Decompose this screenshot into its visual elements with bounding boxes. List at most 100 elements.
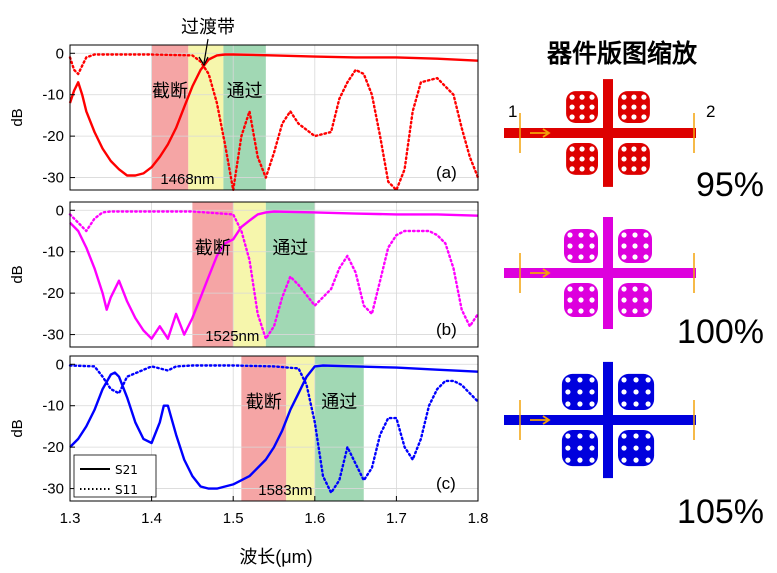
- resonator-hole: [633, 377, 638, 382]
- resonator-hole: [621, 401, 626, 406]
- resonator-hole: [621, 286, 626, 291]
- resonator-hole: [567, 254, 572, 259]
- resonator-hole: [578, 308, 583, 313]
- resonator-hole: [578, 286, 583, 291]
- y-tick-label: -20: [42, 285, 64, 302]
- port-label-1: 1: [508, 102, 517, 121]
- resonator-hole: [633, 401, 638, 406]
- scale-label: 100%: [677, 313, 764, 351]
- scale-label: 105%: [677, 493, 764, 531]
- resonator-hole: [567, 297, 572, 302]
- layout-title: 器件版图缩放: [546, 39, 698, 68]
- resonator-hole: [589, 433, 594, 438]
- resonator-hole: [631, 166, 636, 171]
- resonator-hole: [577, 377, 582, 382]
- resonator-hole: [646, 389, 651, 394]
- stop-band-label: 截断: [246, 392, 282, 413]
- resonator-hole: [633, 433, 638, 438]
- pass-band-label: 通过: [272, 238, 308, 259]
- legend-label-s21: S21: [115, 463, 138, 477]
- resonator-hole: [631, 114, 636, 119]
- y-axis-label: dB: [9, 108, 26, 126]
- resonator-hole: [631, 146, 636, 151]
- resonator-hole: [589, 95, 594, 100]
- resonator-hole: [589, 297, 594, 302]
- resonator-hole: [621, 95, 626, 100]
- resonator-hole: [589, 308, 594, 313]
- x-tick-label: 1.8: [468, 510, 489, 527]
- y-tick-label: 0: [56, 45, 64, 62]
- resonator-hole: [646, 377, 651, 382]
- panel-c: 0-10-20-30dB截断 通过1583nm (c)S21S11: [9, 356, 478, 501]
- resonator-hole: [589, 146, 594, 151]
- resonator-hole: [633, 458, 638, 463]
- resonator-hole: [641, 156, 646, 161]
- stub-line: [603, 79, 613, 187]
- resonator-hole: [578, 254, 583, 259]
- cutoff-label: 1583nm: [258, 482, 312, 499]
- resonator-hole: [567, 232, 572, 237]
- resonator-hole: [579, 156, 584, 161]
- x-tick-label: 1.7: [386, 510, 407, 527]
- y-tick-label: 0: [56, 356, 64, 373]
- resonator-hole: [578, 232, 583, 237]
- stop-band: [152, 45, 189, 190]
- y-tick-label: -30: [42, 481, 64, 498]
- cutoff-label: 1525nm: [205, 328, 259, 345]
- resonator-hole: [579, 104, 584, 109]
- stop-band: [241, 356, 286, 501]
- resonator-hole: [621, 104, 626, 109]
- resonator-hole: [646, 445, 651, 450]
- port-label-2: 2: [706, 102, 715, 121]
- resonator-hole: [646, 433, 651, 438]
- resonator-hole: [570, 95, 575, 100]
- resonator-hole: [589, 254, 594, 259]
- cutoff-label: 1468nm: [160, 171, 214, 188]
- resonator-hole: [621, 377, 626, 382]
- x-tick-label: 1.6: [304, 510, 325, 527]
- resonator-hole: [621, 166, 626, 171]
- resonator-hole: [570, 114, 575, 119]
- resonator-hole: [589, 458, 594, 463]
- device-layout-105: 105%: [504, 362, 764, 531]
- resonator-hole: [641, 114, 646, 119]
- panel-label: (c): [436, 474, 456, 493]
- resonator-hole: [632, 286, 637, 291]
- device-layouts: 1 2 95% 100% 105%: [504, 79, 764, 531]
- y-tick-label: -10: [42, 398, 64, 415]
- resonator-hole: [589, 243, 594, 248]
- resonator-hole: [589, 286, 594, 291]
- resonator-hole: [570, 146, 575, 151]
- stop-band-label: 截断: [195, 238, 231, 259]
- resonator-hole: [567, 286, 572, 291]
- transition-band: [286, 356, 315, 501]
- resonator-hole: [621, 232, 626, 237]
- x-tick-label: 1.5: [223, 510, 244, 527]
- resonator-hole: [570, 104, 575, 109]
- resonator-hole: [621, 458, 626, 463]
- y-tick-label: -30: [42, 327, 64, 344]
- stop-band-label: 截断: [152, 81, 188, 102]
- panel-a: 0 -10 -20 -30 dB 截断 通过 1468nm (a) 过渡带: [9, 17, 478, 190]
- resonator-hole: [579, 166, 584, 171]
- pass-band-label: 通过: [321, 392, 357, 413]
- stub-line: [603, 362, 613, 478]
- resonator-hole: [577, 433, 582, 438]
- resonator-hole: [621, 433, 626, 438]
- legend-label-s11: S11: [115, 483, 138, 497]
- y-tick-label: 0: [56, 202, 64, 219]
- resonator-hole: [643, 254, 648, 259]
- transition-band-label: 过渡带: [181, 17, 235, 38]
- y-tick-label: -20: [42, 439, 64, 456]
- resonator-hole: [565, 433, 570, 438]
- resonator-hole: [631, 95, 636, 100]
- y-tick-label: -10: [42, 87, 64, 104]
- resonator-hole: [621, 254, 626, 259]
- resonator-hole: [632, 232, 637, 237]
- resonator-hole: [621, 445, 626, 450]
- scale-label: 95%: [696, 166, 764, 204]
- resonator-hole: [589, 401, 594, 406]
- panel-b: 0-10-20-30dB截断 通过1525nm (b): [9, 202, 478, 347]
- resonator-hole: [621, 243, 626, 248]
